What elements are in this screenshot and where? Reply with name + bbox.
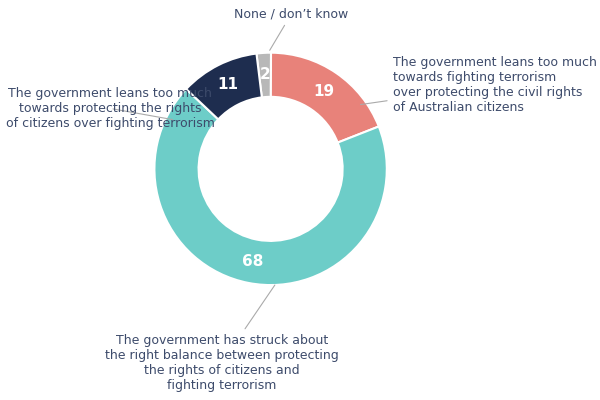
Wedge shape [256,53,271,97]
Wedge shape [154,89,387,285]
Text: 2: 2 [260,68,271,82]
Text: 19: 19 [313,84,334,99]
Text: 11: 11 [218,77,239,92]
Text: The government leans too much
towards fighting terrorism
over protecting the civ: The government leans too much towards fi… [361,56,596,114]
Wedge shape [271,53,379,142]
Wedge shape [186,54,262,119]
Text: None / don’t know: None / don’t know [235,7,349,50]
Text: 68: 68 [242,254,263,269]
Text: The government has struck about
the right balance between protecting
the rights : The government has struck about the righ… [105,285,338,392]
Text: The government leans too much
towards protecting the rights
of citizens over fig: The government leans too much towards pr… [6,87,215,130]
